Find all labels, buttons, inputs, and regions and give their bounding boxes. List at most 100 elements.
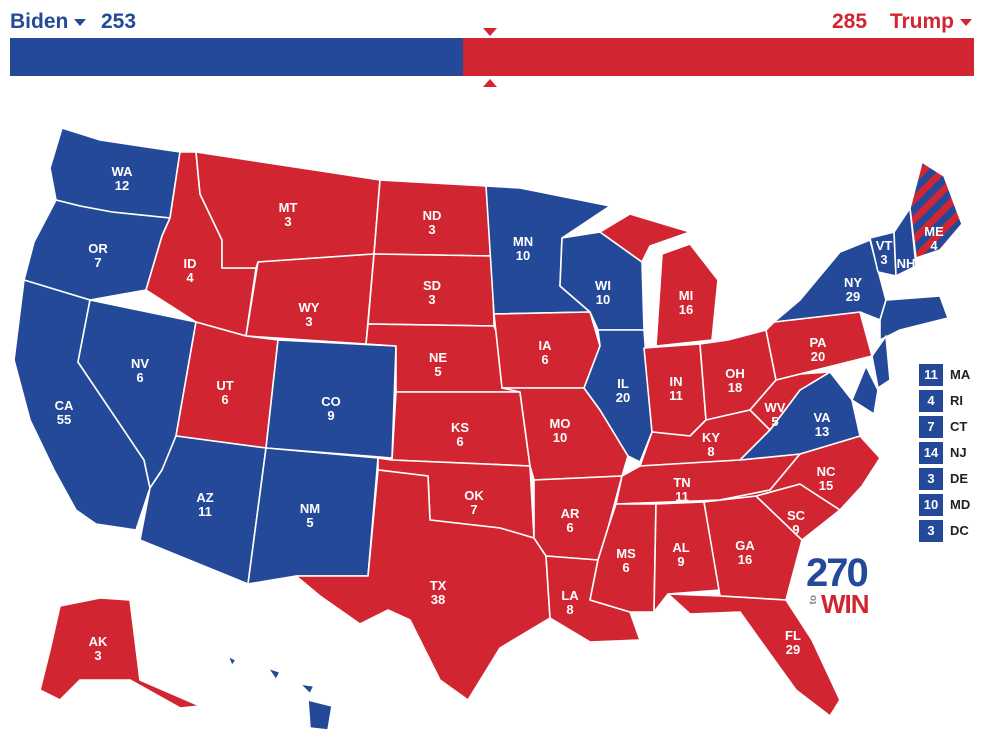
- state-tx[interactable]: [295, 469, 551, 701]
- state-label-or: OR 7: [88, 241, 108, 270]
- state-ev: 29: [846, 289, 860, 304]
- state-ev: 10: [553, 430, 567, 445]
- state-label-al: AL 9: [672, 540, 689, 569]
- state-label-ga: GA 16: [735, 538, 755, 567]
- state-abbr: TX: [430, 578, 447, 593]
- state-label-tx: TX 38: [430, 578, 447, 607]
- state-al[interactable]: [653, 501, 721, 613]
- logo-to: to: [808, 595, 819, 605]
- electoral-header: Biden 253 285 Trump: [0, 0, 1000, 96]
- state-label-fl: FL 29: [785, 628, 801, 657]
- state-ev: 10: [516, 248, 530, 263]
- candidate-rep-dropdown[interactable]: Trump: [890, 10, 972, 34]
- state-ev: 16: [738, 552, 752, 567]
- state-label-nd: ND 3: [423, 208, 442, 237]
- state-ev: 6: [541, 352, 548, 367]
- state-label-mi: MI 16: [679, 288, 693, 317]
- state-abbr: ME: [924, 224, 944, 239]
- state-ev: 15: [819, 478, 833, 493]
- state-abbr: UT: [216, 378, 233, 393]
- state-label-la: LA 8: [561, 588, 579, 617]
- state-fl[interactable]: [667, 593, 841, 717]
- state-abbr: FL: [785, 628, 801, 643]
- small-state-name: MA: [950, 367, 971, 382]
- state-label-ut: UT 6: [216, 378, 233, 407]
- state-nh[interactable]: [893, 207, 917, 277]
- state-label-nv: NV 6: [131, 356, 149, 385]
- state-ak[interactable]: [39, 597, 201, 709]
- state-ev: 13: [815, 424, 829, 439]
- state-ev: 9: [677, 554, 684, 569]
- state-label-pa: PA 20: [809, 335, 827, 364]
- candidate-dem-name: Biden: [10, 10, 69, 33]
- state-ev: 18: [728, 380, 742, 395]
- state-ev: 11: [198, 504, 212, 519]
- state-label-oh: OH 18: [725, 366, 745, 395]
- state-label-ms: MS 6: [616, 546, 636, 575]
- state-abbr: HI: [289, 704, 302, 719]
- state-ev: 3: [428, 222, 435, 237]
- state-abbr: OR: [88, 241, 108, 256]
- logo-win: WIN: [821, 589, 870, 619]
- state-ev: 5: [771, 414, 778, 429]
- state-ny[interactable]: [773, 239, 887, 323]
- state-hi[interactable]: [227, 655, 333, 731]
- 270towin-logo: 270 to WIN: [806, 553, 876, 623]
- small-state-ev-box: 3: [919, 520, 943, 542]
- state-ev: 11: [675, 489, 689, 504]
- state-wy[interactable]: [245, 253, 375, 345]
- threshold-marker-bottom-icon: [483, 79, 497, 87]
- state-ev: 38: [431, 592, 445, 607]
- rep-electoral-votes: 285: [832, 10, 868, 33]
- state-abbr: AZ: [196, 490, 213, 505]
- state-abbr: WI: [595, 278, 611, 293]
- small-state-ev-box: 7: [919, 416, 943, 438]
- state-abbr: NC: [817, 464, 836, 479]
- state-label-ia: IA 6: [539, 338, 553, 367]
- candidate-dem-dropdown[interactable]: Biden: [10, 10, 87, 34]
- state-me[interactable]: [909, 161, 963, 259]
- state-abbr: SD: [423, 278, 441, 293]
- small-state-ev-box: 14: [919, 442, 943, 464]
- state-label-sd: SD 3: [423, 278, 441, 307]
- state-label-mn: MN 10: [513, 234, 533, 263]
- state-label-id: ID 4: [184, 256, 197, 285]
- small-state-name: RI: [950, 393, 963, 408]
- state-ev: 6: [136, 370, 143, 385]
- small-state-name: DC: [950, 523, 969, 538]
- state-abbr: NH: [897, 256, 916, 271]
- state-ev: 20: [811, 349, 825, 364]
- state-label-ne: NE 5: [429, 350, 447, 379]
- state-ev: 9: [792, 522, 799, 537]
- state-abbr: ID: [184, 256, 197, 271]
- state-label-wy: WY 3: [299, 300, 320, 329]
- state-label-ca: CA 55: [55, 398, 74, 427]
- state-abbr: IL: [617, 376, 629, 391]
- state-ev: 6: [456, 434, 463, 449]
- state-ev: 10: [596, 292, 610, 307]
- state-abbr: NM: [300, 501, 320, 516]
- state-label-in: IN 11: [669, 374, 683, 403]
- state-abbr: NY: [844, 275, 862, 290]
- state-abbr: CO: [321, 394, 341, 409]
- state-abbr: SC: [787, 508, 806, 523]
- state-abbr: IA: [539, 338, 553, 353]
- small-state-ev-box: 11: [919, 364, 943, 386]
- small-state-name: MD: [950, 497, 971, 512]
- state-abbr: WV: [765, 400, 786, 415]
- state-abbr: OH: [725, 366, 745, 381]
- state-abbr: VA: [813, 410, 831, 425]
- small-state-name: NJ: [950, 445, 967, 460]
- state-abbr: MN: [513, 234, 533, 249]
- state-ev: 7: [94, 255, 101, 270]
- small-state-ev-box: 4: [919, 390, 943, 412]
- state-ev: 29: [786, 642, 800, 657]
- electoral-vote-bar: [10, 38, 974, 76]
- state-abbr: LA: [561, 588, 579, 603]
- state-mi[interactable]: [599, 213, 719, 347]
- state-label-mo: MO 10: [550, 416, 571, 445]
- state-ev: 8: [707, 444, 714, 459]
- state-abbr: VT: [876, 238, 893, 253]
- rep-vote-bar: [463, 38, 974, 76]
